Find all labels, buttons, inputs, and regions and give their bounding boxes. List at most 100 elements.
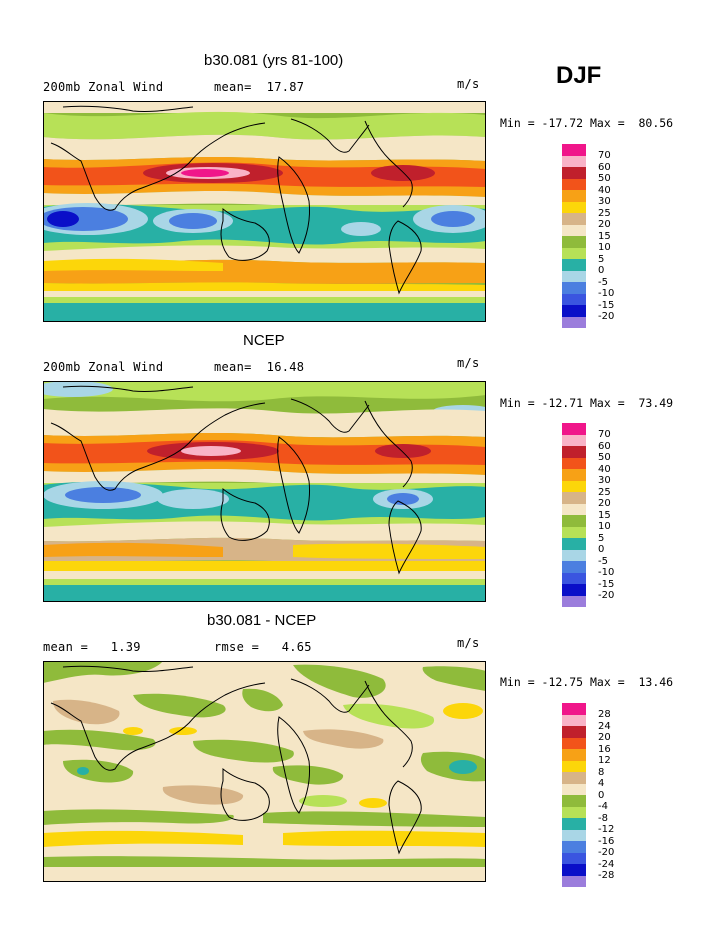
colorbar-swatch [562,282,586,294]
colorbar-swatch [562,423,586,435]
colorbar-swatch [562,492,586,504]
colorbar-swatch [562,144,586,156]
colorbar-swatch [562,852,586,864]
colorbar-swatch [562,305,586,317]
colorbar-label: 25 [598,207,611,219]
colorbar-label: 20 [598,219,611,230]
colorbar-swatch [562,270,586,282]
colorbar-swatch [562,293,586,305]
colorbar-swatch [562,259,586,271]
colorbar-label: 5 [598,253,605,265]
colorbar-label: -5 [598,555,608,567]
colorbar-label: 16 [598,743,611,755]
colorbar-swatch [562,726,586,738]
colorbar-swatch [562,760,586,772]
panel-1-minmax: Min = -17.72 Max = 80.56 [500,116,674,130]
colorbar-label: 10 [598,521,611,532]
colorbar-swatch [562,584,586,596]
colorbar-label: 15 [598,509,611,521]
colorbar-swatch [562,829,586,841]
colorbar-label: 50 [598,173,611,184]
colorbar-swatch [562,247,586,259]
panel-1-mean-label: mean= 17.87 [214,80,305,94]
panel-3-minmax: Min = -12.75 Max = 13.46 [500,675,674,689]
colorbar-swatch [562,772,586,784]
colorbar-label: -16 [598,835,615,847]
colorbar-label: -10 [598,567,615,578]
colorbar-label: 15 [598,230,611,242]
colorbar-swatch [562,714,586,726]
colorbar-swatch [562,737,586,749]
colorbar-swatch [562,538,586,550]
colorbar-label: 60 [598,440,611,452]
colorbar-swatch [562,503,586,515]
colorbar-label: -20 [598,311,615,322]
colorbar-label: -10 [598,288,615,299]
colorbar-swatch [562,316,586,328]
colorbar-label: -5 [598,276,608,288]
colorbar-swatch [562,213,586,225]
colorbar-label: -24 [598,858,615,870]
colorbar-swatch [562,469,586,481]
colorbar-label: 8 [598,766,605,778]
colorbar-swatch [562,703,586,715]
colorbar-label: -20 [598,590,615,601]
colorbar-label: -4 [598,801,608,812]
colorbar-swatch [562,875,586,887]
colorbar-swatch [562,201,586,213]
panel-1-map [43,101,486,322]
colorbar-label: 0 [598,265,605,276]
colorbar-label: -15 [598,299,615,311]
season-label: DJF [556,62,602,89]
colorbar-swatch [562,434,586,446]
colorbar-label: 25 [598,486,611,498]
colorbar-label: 70 [598,429,611,440]
colorbar-swatch [562,155,586,167]
panel-3-units: m/s [457,636,480,650]
panel-2-units: m/s [457,356,480,370]
colorbar-label: -8 [598,812,608,824]
colorbar-swatch [562,806,586,818]
colorbar-swatch [562,841,586,853]
colorbar-swatch [562,190,586,202]
colorbar-label: 30 [598,196,611,207]
panel-3-rmse-label: rmse = 4.65 [214,640,312,654]
panel-3-title: b30.081 - NCEP [207,612,317,629]
colorbar-label: 28 [598,709,611,720]
colorbar-label: 4 [598,778,605,789]
colorbar-swatch [562,864,586,876]
colorbar-label: 0 [598,789,605,801]
colorbar-swatch [562,572,586,584]
colorbar-swatch [562,561,586,573]
colorbar-swatch [562,480,586,492]
colorbar-label: 40 [598,463,611,475]
colorbar-label: 30 [598,475,611,486]
colorbar-swatch [562,178,586,190]
colorbar-label: 24 [598,720,611,732]
colorbar-label: 60 [598,161,611,173]
colorbar-swatch [562,595,586,607]
colorbar-label: -15 [598,578,615,590]
colorbar-swatch [562,749,586,761]
colorbar-label: 20 [598,732,611,743]
colorbar-label: 0 [598,544,605,555]
panel-2-minmax: Min = -12.71 Max = 73.49 [500,396,674,410]
colorbar-label: -20 [598,847,615,858]
colorbar-swatch [562,457,586,469]
panel-1-units: m/s [457,77,480,91]
colorbar-swatch [562,224,586,236]
colorbar-swatch [562,818,586,830]
colorbar-swatch [562,549,586,561]
colorbar-label: -28 [598,870,615,881]
colorbar-swatch [562,515,586,527]
colorbar-swatch [562,167,586,179]
colorbar-swatch [562,795,586,807]
colorbar-label: 70 [598,150,611,161]
panel-1-left-label: 200mb Zonal Wind [43,80,164,94]
colorbar-label: 12 [598,755,611,766]
colorbar-label: 50 [598,452,611,463]
panel-2-mean-label: mean= 16.48 [214,360,305,374]
panel-1-title: b30.081 (yrs 81-100) [204,52,344,69]
colorbar-label: -12 [598,824,615,835]
colorbar-label: 20 [598,498,611,509]
